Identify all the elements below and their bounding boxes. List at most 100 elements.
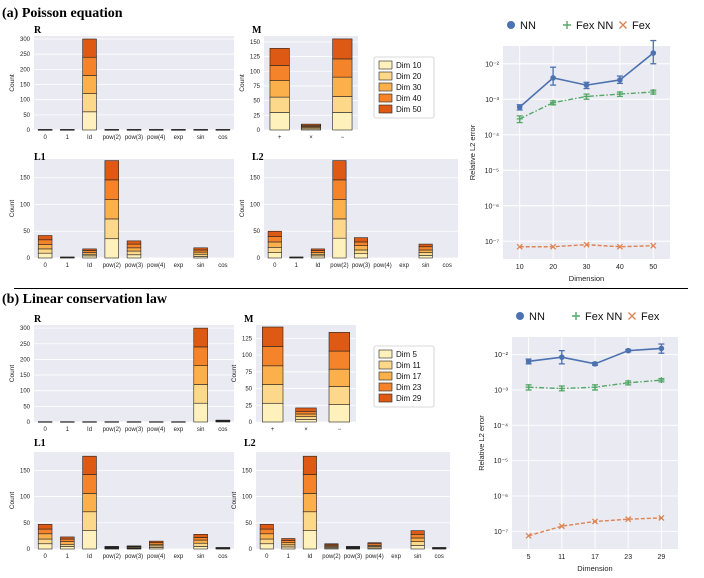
bar-segment <box>82 111 97 131</box>
legend-label: Fex NN <box>585 311 622 323</box>
legend-label: Dim 29 <box>396 394 422 403</box>
y-tick-label: 75 <box>253 84 260 90</box>
bar-segment <box>410 534 425 539</box>
x-tick-label: exp <box>174 263 184 269</box>
data-point <box>525 358 532 365</box>
bar-segment <box>281 538 296 541</box>
bar-segment <box>60 543 75 547</box>
data-point <box>650 89 657 96</box>
legend-swatch <box>378 393 393 403</box>
data-point <box>658 377 665 384</box>
bar-segment <box>60 129 75 131</box>
bar-segment <box>215 129 231 131</box>
bar-segment <box>328 350 350 370</box>
dim-legend: Dim 10 Dim 20 Dim 30 Dim 40 Dim 50 <box>373 56 435 119</box>
bar-segment <box>126 254 142 259</box>
data-point <box>625 379 632 386</box>
x-tick-label: pow(4) <box>147 135 165 141</box>
x-tick-label: 0 <box>43 427 47 433</box>
x-tick-label: pow(3) <box>125 554 143 560</box>
bar-segment <box>262 326 284 347</box>
bar-segment <box>432 547 447 549</box>
x-tick-label: pow(3) <box>125 135 143 141</box>
bar-segment <box>332 112 353 131</box>
x-tick-label: exp <box>391 554 401 560</box>
bar-segment <box>302 530 317 550</box>
bar-segment <box>193 251 208 255</box>
legend-label: Dim 5 <box>396 350 417 359</box>
bar-segment <box>418 255 433 259</box>
y-tick-label: 25 <box>253 113 260 119</box>
bar-segment <box>267 236 282 243</box>
x-tick-label: pow(3) <box>125 263 143 269</box>
x-axis-label: Dimension <box>569 274 604 283</box>
bar-segment <box>269 80 290 98</box>
bar-segment <box>104 160 119 181</box>
bar-segment <box>60 536 75 540</box>
data-point <box>583 241 590 248</box>
plot-area <box>34 452 234 549</box>
y-tick-label: 50 <box>245 521 252 527</box>
bar-segment <box>332 160 347 181</box>
x-tick-label: pow(2) <box>330 263 348 269</box>
y-tick-label: 50 <box>23 229 30 235</box>
bar-segment <box>295 407 317 412</box>
x-tick-label: cos <box>218 427 227 433</box>
y-tick-label: 125 <box>250 55 261 61</box>
y-tick-label: 100 <box>20 202 31 208</box>
x-tick-label: pow(4) <box>365 554 383 560</box>
bar-segment <box>37 129 53 131</box>
bar-segment <box>418 243 433 248</box>
bar-segment <box>269 112 290 131</box>
x-tick-label: 1 <box>66 554 70 560</box>
y-tick-label: 50 <box>253 229 260 235</box>
bar-segment <box>193 365 208 385</box>
bar-segment <box>332 237 347 259</box>
x-tick-label: 11 <box>558 554 565 561</box>
bar-segment <box>300 123 322 126</box>
y-tick-label: 0 <box>27 420 31 426</box>
x-tick-label: 0 <box>273 263 277 269</box>
legend-label: Fex <box>632 20 651 32</box>
x-tick-label: pow(4) <box>373 263 391 269</box>
y-tick-label: 100 <box>20 98 31 104</box>
x-tick-label: pow(2) <box>322 554 340 560</box>
bar-segment <box>354 237 368 243</box>
x-tick-label: + <box>278 135 282 141</box>
data-point <box>559 354 565 360</box>
y-tick-label: 50 <box>23 521 30 527</box>
bar-segment <box>193 247 208 251</box>
data-point <box>650 242 657 249</box>
bar-segment <box>104 199 119 220</box>
bar-segment <box>60 421 75 423</box>
legend-marker <box>516 312 524 320</box>
y-tick-label: 10⁻⁴ <box>494 423 509 430</box>
bar-segment <box>332 58 353 78</box>
bar-segment <box>82 250 97 253</box>
data-point <box>525 384 532 391</box>
y-tick-label: 50 <box>23 404 30 410</box>
bar-segment <box>289 256 304 258</box>
x-tick-label: − <box>338 427 342 433</box>
bar-segment <box>126 240 142 245</box>
bar-segment <box>267 246 282 253</box>
y-axis-label: Relative L2 error <box>477 415 486 471</box>
data-point <box>583 82 590 88</box>
data-point <box>525 532 532 539</box>
x-tick-label: 0 <box>43 135 47 141</box>
bar-segment <box>259 538 274 545</box>
bar-segment <box>269 96 290 113</box>
x-tick-label: sin <box>197 427 205 433</box>
bar-segment <box>149 421 164 423</box>
bar-segment <box>267 241 282 248</box>
x-tick-label: 23 <box>624 554 632 561</box>
bar-segment <box>193 539 208 544</box>
bar-segment <box>37 244 53 250</box>
bar-segment <box>82 56 97 76</box>
bar-segment <box>193 534 208 538</box>
legend-marker <box>507 21 515 29</box>
y-tick-label: 150 <box>20 373 31 379</box>
x-tick-label: + <box>271 427 275 433</box>
x-tick-label: 0 <box>265 554 269 560</box>
x-tick-label: sin <box>197 135 205 141</box>
